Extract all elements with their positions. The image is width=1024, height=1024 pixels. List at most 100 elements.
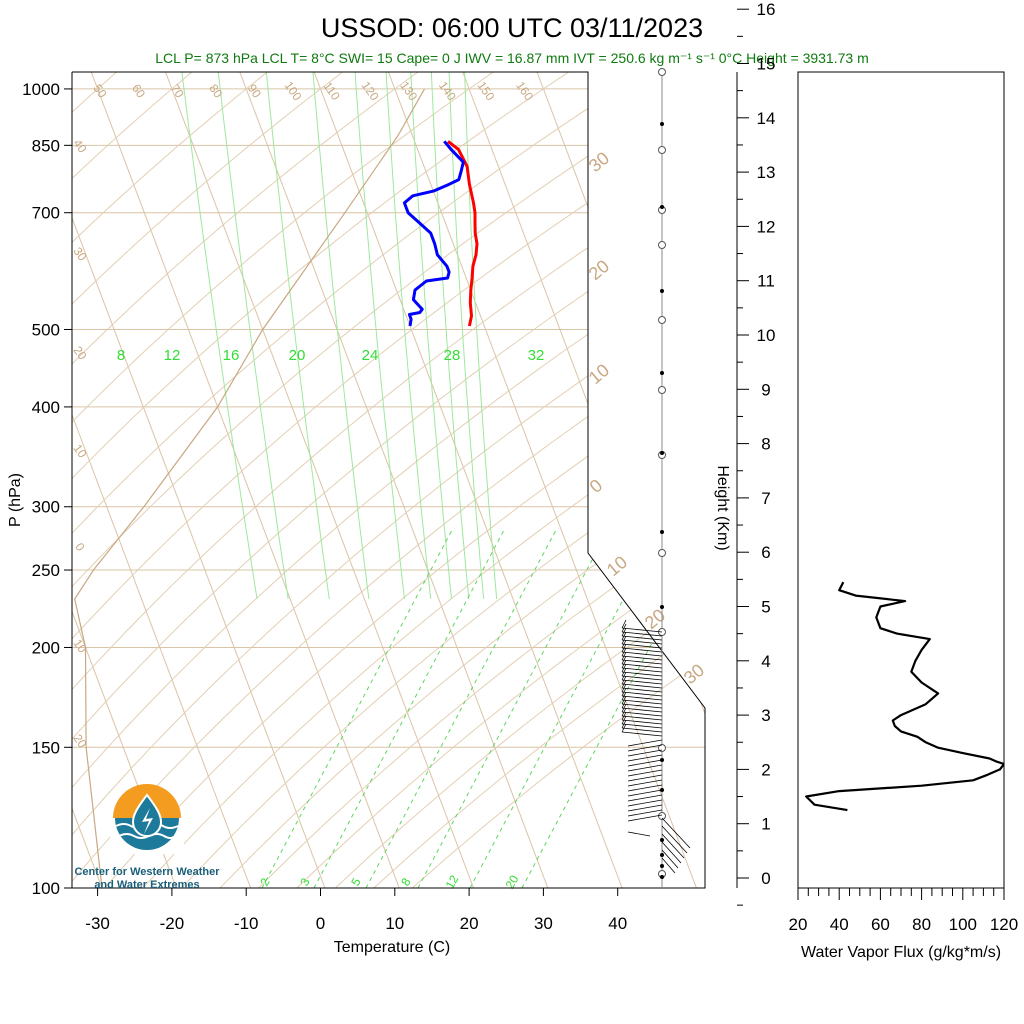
wind-barb-flag bbox=[621, 655, 627, 665]
wind-level-dot bbox=[660, 605, 664, 609]
dry-adiabat-line bbox=[72, 72, 705, 888]
mixing-ratio-dashed bbox=[313, 529, 505, 888]
mixing-ratio-line bbox=[217, 72, 289, 600]
wind-barb bbox=[627, 814, 663, 822]
dry-adiabat-line bbox=[72, 72, 193, 888]
wind-barb-flag bbox=[621, 683, 627, 693]
height-tick-label: 13 bbox=[757, 163, 776, 182]
isotherm-line bbox=[387, 72, 697, 888]
wind-barb-flag bbox=[621, 707, 627, 717]
background-lines bbox=[72, 72, 1024, 888]
isotherm-line bbox=[72, 72, 177, 888]
wind-barb-flag bbox=[621, 711, 627, 721]
calm-wind-circle bbox=[658, 549, 666, 557]
dry-adiabat-line bbox=[258, 72, 705, 888]
mixing-ratio-label: 12 bbox=[164, 347, 181, 364]
temperature-tick-label: 30 bbox=[534, 914, 553, 933]
isotherm-line bbox=[760, 72, 1024, 888]
isotherm-label: 40 bbox=[70, 137, 89, 156]
wind-level-dot bbox=[660, 530, 664, 534]
dry-adiabat-line bbox=[335, 72, 705, 888]
wind-barb bbox=[627, 831, 651, 837]
height-tick-label: 5 bbox=[761, 598, 770, 617]
wind-barb bbox=[661, 817, 691, 849]
isotherm-label: 0 bbox=[72, 540, 87, 554]
flux-tick-label: 60 bbox=[871, 915, 890, 934]
calm-wind-circle bbox=[658, 68, 666, 76]
wind-barb bbox=[621, 627, 663, 633]
flux-tick-label: 40 bbox=[830, 915, 849, 934]
wind-barb bbox=[621, 687, 663, 693]
height-tick-label: 14 bbox=[757, 109, 776, 128]
mixing-ratio-low-label: 8 bbox=[398, 875, 414, 888]
wind-barb bbox=[627, 769, 663, 777]
mixing-ratio-dashed bbox=[417, 529, 609, 888]
wind-barb bbox=[627, 774, 663, 782]
wind-barb bbox=[627, 764, 663, 772]
calm-wind-circle bbox=[658, 241, 666, 249]
dry-adiabat-line bbox=[104, 72, 705, 888]
wind-barb-flag bbox=[621, 659, 627, 669]
mixing-ratio-label: 16 bbox=[223, 347, 240, 364]
calm-wind-circle bbox=[658, 146, 666, 154]
flux-tick-label: 80 bbox=[912, 915, 931, 934]
wind-barb-flag bbox=[621, 695, 627, 705]
pressure-tick-label: 700 bbox=[32, 204, 60, 223]
wind-level-dot bbox=[660, 205, 664, 209]
wind-barb bbox=[621, 683, 663, 689]
wind-barb-flag bbox=[621, 627, 627, 637]
dry-adiabat-label: 120 bbox=[359, 79, 382, 104]
wind-barb-flag bbox=[621, 719, 627, 729]
height-tick-label: 0 bbox=[761, 869, 770, 888]
mixing-ratio-line bbox=[312, 72, 370, 600]
cw3e-logo: Center for Western Weather and Water Ext… bbox=[74, 784, 220, 891]
wind-barb bbox=[621, 655, 663, 661]
isotherm-line bbox=[90, 72, 400, 888]
parcel-path-line bbox=[74, 88, 426, 888]
wind-barb-flag bbox=[621, 631, 627, 641]
height-axis-title: Height (Km) bbox=[714, 465, 731, 550]
dewpoint-line bbox=[402, 140, 465, 327]
dry-adiabat-label: 160 bbox=[513, 79, 536, 104]
mixing-ratio-line bbox=[181, 72, 258, 600]
wind-barb bbox=[661, 833, 685, 859]
dry-adiabat-line bbox=[72, 72, 343, 888]
mixing-ratio-dashed bbox=[365, 529, 557, 888]
wind-barb bbox=[621, 715, 663, 721]
wind-barb-flag bbox=[621, 691, 627, 701]
height-tick-label: 10 bbox=[757, 326, 776, 345]
mixing-ratio-line bbox=[354, 72, 405, 600]
calm-wind-circle bbox=[658, 744, 666, 752]
wind-barb-flag bbox=[621, 715, 627, 725]
wind-barb bbox=[627, 809, 663, 817]
wind-barb bbox=[621, 731, 663, 737]
mixing-ratio-line bbox=[464, 72, 498, 600]
wind-barb bbox=[627, 759, 663, 767]
wind-barb bbox=[627, 754, 663, 762]
dry-adiabat-label: 110 bbox=[320, 79, 343, 103]
wind-barb bbox=[621, 691, 663, 697]
temperature-tick-label: 20 bbox=[460, 914, 479, 933]
height-tick-label: 6 bbox=[761, 543, 770, 562]
wind-barb bbox=[621, 631, 663, 637]
wind-barb bbox=[627, 744, 663, 752]
isotherm-label: 20 bbox=[70, 344, 89, 363]
flux-ticks: 20 40 60 80 100 120 bbox=[789, 888, 1018, 934]
height-tick-label: 7 bbox=[761, 489, 770, 508]
wind-barb bbox=[621, 699, 663, 705]
flux-profile-line bbox=[805, 581, 1004, 812]
pressure-ticks: 100 150 200 250 300 400 500 700 850 1000 bbox=[22, 80, 72, 898]
wind-barb bbox=[621, 639, 663, 645]
dry-adiabat-line bbox=[72, 72, 268, 888]
wind-barb bbox=[661, 857, 676, 874]
dry-adiabat-label: 100 bbox=[282, 79, 305, 104]
mixing-ratio-label: 32 bbox=[528, 347, 545, 364]
wind-barb-flag bbox=[621, 679, 627, 689]
wind-barb-flag bbox=[621, 671, 627, 681]
temperature-tick-label: 0 bbox=[316, 914, 325, 933]
wind-barb bbox=[621, 659, 663, 665]
dry-adiabat-line bbox=[72, 72, 705, 888]
